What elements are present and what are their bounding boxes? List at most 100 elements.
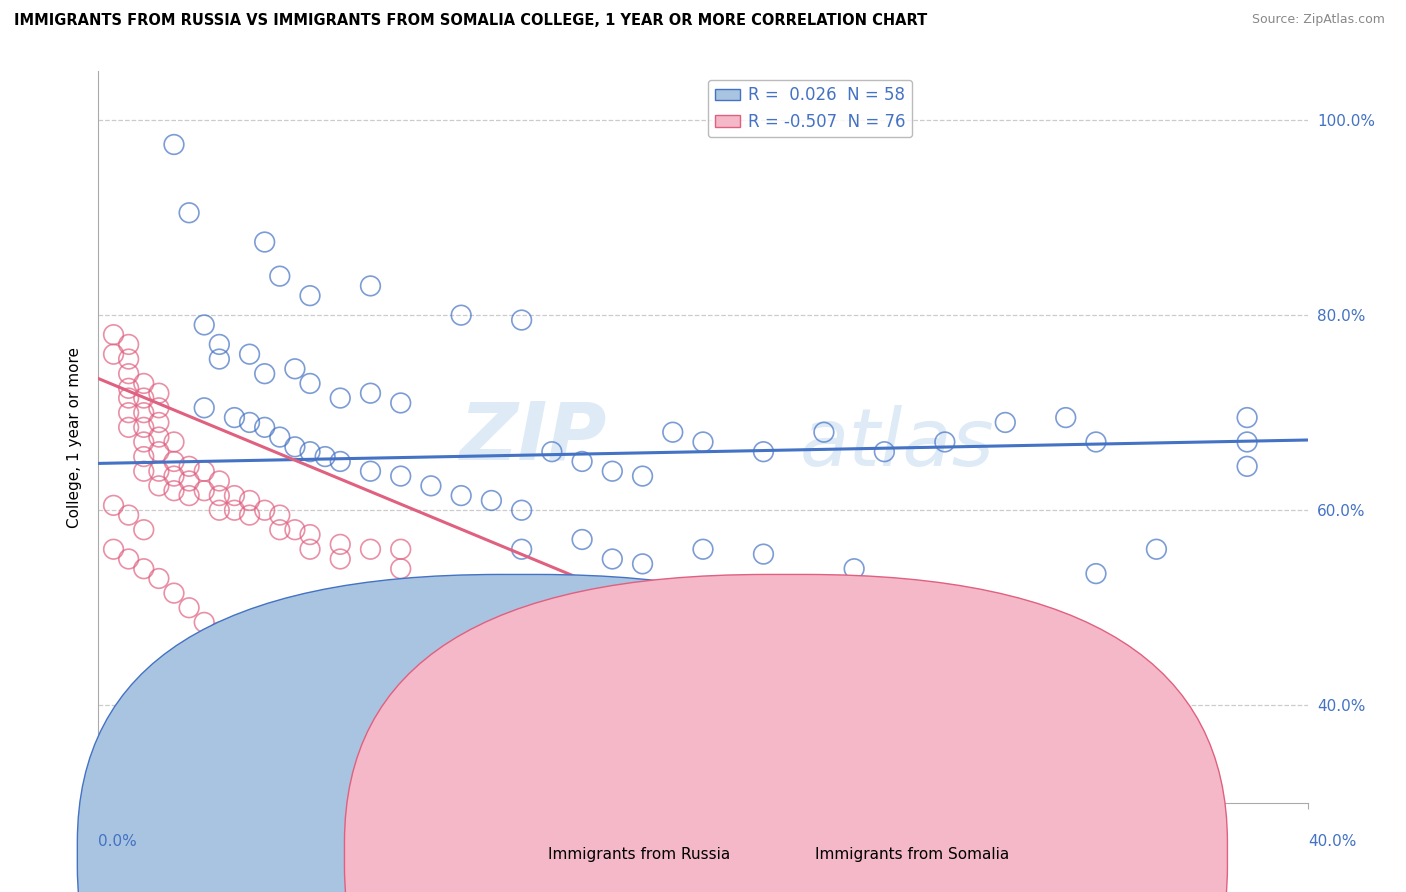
Point (118, 406, 141, 420)
Point (148, 416, 170, 430)
Point (1236, 459, 1258, 474)
Point (103, 499, 125, 513)
Point (329, 552, 352, 566)
Point (132, 523, 155, 537)
Point (179, 474, 201, 488)
Text: atlas: atlas (800, 405, 994, 483)
Point (389, 542, 412, 557)
Point (103, 542, 125, 557)
Text: Immigrants from Russia: Immigrants from Russia (548, 847, 731, 862)
Point (813, 425, 835, 440)
Point (481, 493, 503, 508)
Point (179, 489, 201, 503)
Point (631, 557, 654, 571)
Point (329, 391, 352, 405)
Point (510, 313, 533, 327)
Point (1085, 727, 1108, 741)
Point (510, 649, 533, 664)
Point (269, 269, 291, 284)
Point (269, 649, 291, 664)
Point (118, 367, 141, 381)
Point (994, 416, 1017, 430)
Point (284, 440, 307, 454)
Point (118, 391, 141, 405)
Point (314, 450, 336, 464)
Point (284, 361, 307, 376)
Point (420, 479, 443, 493)
Legend: R =  0.026  N = 58, R = -0.507  N = 76: R = 0.026 N = 58, R = -0.507 N = 76 (709, 79, 912, 137)
Point (389, 562, 412, 576)
Point (540, 444, 562, 458)
Point (269, 523, 291, 537)
Text: IMMIGRANTS FROM RUSSIA VS IMMIGRANTS FROM SOMALIA COLLEGE, 1 YEAR OR MORE CORREL: IMMIGRANTS FROM RUSSIA VS IMMIGRANTS FRO… (14, 13, 928, 29)
Point (752, 444, 775, 458)
Point (1085, 683, 1108, 698)
Point (208, 474, 231, 488)
Point (299, 444, 322, 458)
Point (132, 562, 155, 576)
Point (389, 610, 412, 624)
Point (360, 542, 382, 557)
Point (148, 401, 170, 415)
Point (692, 434, 714, 449)
Point (994, 703, 1017, 717)
Point (661, 425, 683, 440)
Point (163, 434, 186, 449)
Point (1085, 434, 1108, 449)
Point (193, 401, 215, 415)
Point (540, 669, 562, 683)
Point (163, 586, 186, 600)
Point (118, 337, 141, 351)
Point (631, 469, 654, 483)
Point (571, 533, 593, 547)
Point (208, 337, 231, 351)
Point (118, 420, 141, 434)
Point (239, 416, 262, 430)
Point (631, 698, 654, 713)
Point (450, 635, 472, 649)
Point (253, 503, 276, 517)
Point (132, 464, 155, 478)
Point (934, 434, 956, 449)
Point (239, 493, 262, 508)
Point (118, 552, 141, 566)
Point (844, 562, 866, 576)
Text: 0.0%: 0.0% (98, 834, 138, 849)
Point (103, 347, 125, 361)
Point (269, 508, 291, 522)
Point (299, 542, 322, 557)
Point (193, 483, 215, 498)
Point (132, 376, 155, 391)
Point (1085, 566, 1108, 581)
Point (299, 288, 322, 302)
Point (571, 454, 593, 468)
Point (132, 391, 155, 405)
Point (208, 625, 231, 640)
Point (360, 279, 382, 293)
Point (360, 386, 382, 401)
Point (692, 542, 714, 557)
Point (148, 430, 170, 444)
Text: 40.0%: 40.0% (1309, 834, 1357, 849)
Point (602, 552, 624, 566)
Point (239, 508, 262, 522)
Point (510, 542, 533, 557)
Point (163, 483, 186, 498)
Point (253, 367, 276, 381)
Point (148, 386, 170, 401)
Y-axis label: College, 1 year or more: College, 1 year or more (67, 347, 83, 527)
Text: Immigrants from Somalia: Immigrants from Somalia (815, 847, 1010, 862)
Point (299, 376, 322, 391)
Point (253, 420, 276, 434)
Point (224, 489, 246, 503)
Point (193, 615, 215, 630)
Point (284, 523, 307, 537)
Point (239, 347, 262, 361)
Point (118, 352, 141, 367)
Point (329, 537, 352, 551)
Point (1236, 410, 1258, 425)
Point (602, 464, 624, 478)
Point (1144, 542, 1167, 557)
Point (329, 669, 352, 683)
Point (329, 454, 352, 468)
